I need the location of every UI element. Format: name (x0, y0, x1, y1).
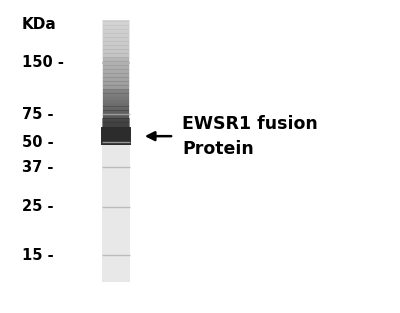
Bar (103, 33, 129, 35)
Bar (103, 89, 129, 91)
Bar (103, 117, 129, 119)
Bar (103, 41, 129, 43)
Bar (103, 108, 129, 110)
Bar (103, 99, 129, 100)
Bar (103, 76, 129, 78)
Text: 37 -: 37 - (22, 160, 53, 175)
Text: EWSR1 fusion: EWSR1 fusion (182, 115, 318, 133)
Bar (103, 68, 129, 69)
Bar (103, 104, 129, 105)
Bar (103, 116, 129, 117)
Bar (103, 115, 129, 116)
Bar (103, 87, 129, 88)
Text: 25 -: 25 - (22, 199, 54, 214)
Bar (103, 36, 129, 38)
Bar (103, 77, 129, 79)
Bar (103, 24, 129, 26)
Bar (103, 81, 129, 83)
Bar (103, 32, 129, 33)
Text: 150 -: 150 - (22, 55, 64, 70)
Bar (103, 92, 129, 94)
Bar (103, 125, 129, 127)
Bar (103, 85, 129, 87)
Text: 75 -: 75 - (22, 107, 54, 122)
Text: Protein: Protein (182, 140, 254, 158)
Text: 15 -: 15 - (22, 248, 54, 263)
Text: KDa: KDa (22, 17, 57, 32)
Bar (103, 122, 129, 124)
Bar (103, 20, 129, 22)
Bar (102, 20, 130, 282)
Bar (101, 127, 131, 145)
Bar (103, 61, 129, 63)
Bar (103, 79, 129, 80)
Bar (103, 47, 129, 48)
Bar (103, 52, 129, 54)
Bar (103, 56, 129, 58)
Bar (103, 84, 129, 85)
Bar (103, 90, 129, 92)
Bar (103, 73, 129, 75)
Bar (103, 101, 129, 103)
Bar (103, 97, 129, 99)
Bar (103, 88, 129, 90)
Bar (103, 95, 129, 96)
Bar (103, 72, 129, 74)
Bar (103, 100, 129, 101)
Bar (103, 48, 129, 50)
Bar (103, 110, 129, 112)
Bar (103, 121, 129, 123)
Bar (103, 55, 129, 56)
Bar (103, 105, 129, 107)
Bar (103, 113, 129, 115)
Bar (103, 67, 129, 68)
Bar (103, 45, 129, 47)
Bar (103, 49, 129, 51)
Bar (103, 28, 129, 30)
Bar (103, 124, 129, 126)
Bar (103, 74, 129, 76)
Bar (103, 40, 129, 42)
Bar (103, 31, 129, 32)
Bar (103, 69, 129, 71)
Bar (103, 51, 129, 52)
Bar (102, 118, 130, 127)
Bar (103, 59, 129, 60)
Bar (103, 106, 129, 108)
Bar (103, 103, 129, 104)
Bar (103, 39, 129, 40)
Bar (103, 44, 129, 46)
Bar (103, 64, 129, 66)
Bar (103, 21, 129, 23)
Bar (103, 80, 129, 81)
Bar (103, 23, 129, 24)
Bar (103, 112, 129, 114)
Bar (103, 109, 129, 111)
Bar (103, 27, 129, 28)
Bar (103, 93, 129, 95)
Bar (103, 119, 129, 120)
Bar (103, 83, 129, 84)
Bar (103, 43, 129, 44)
Text: 50 -: 50 - (22, 135, 54, 150)
Bar (103, 60, 129, 62)
Bar (103, 57, 129, 59)
Bar (103, 35, 129, 36)
Bar (103, 53, 129, 55)
Bar (103, 63, 129, 64)
Bar (103, 37, 129, 39)
Bar (103, 65, 129, 67)
Bar (103, 96, 129, 98)
Bar (103, 25, 129, 27)
Bar (103, 120, 129, 121)
Bar (103, 29, 129, 31)
Bar (103, 71, 129, 72)
